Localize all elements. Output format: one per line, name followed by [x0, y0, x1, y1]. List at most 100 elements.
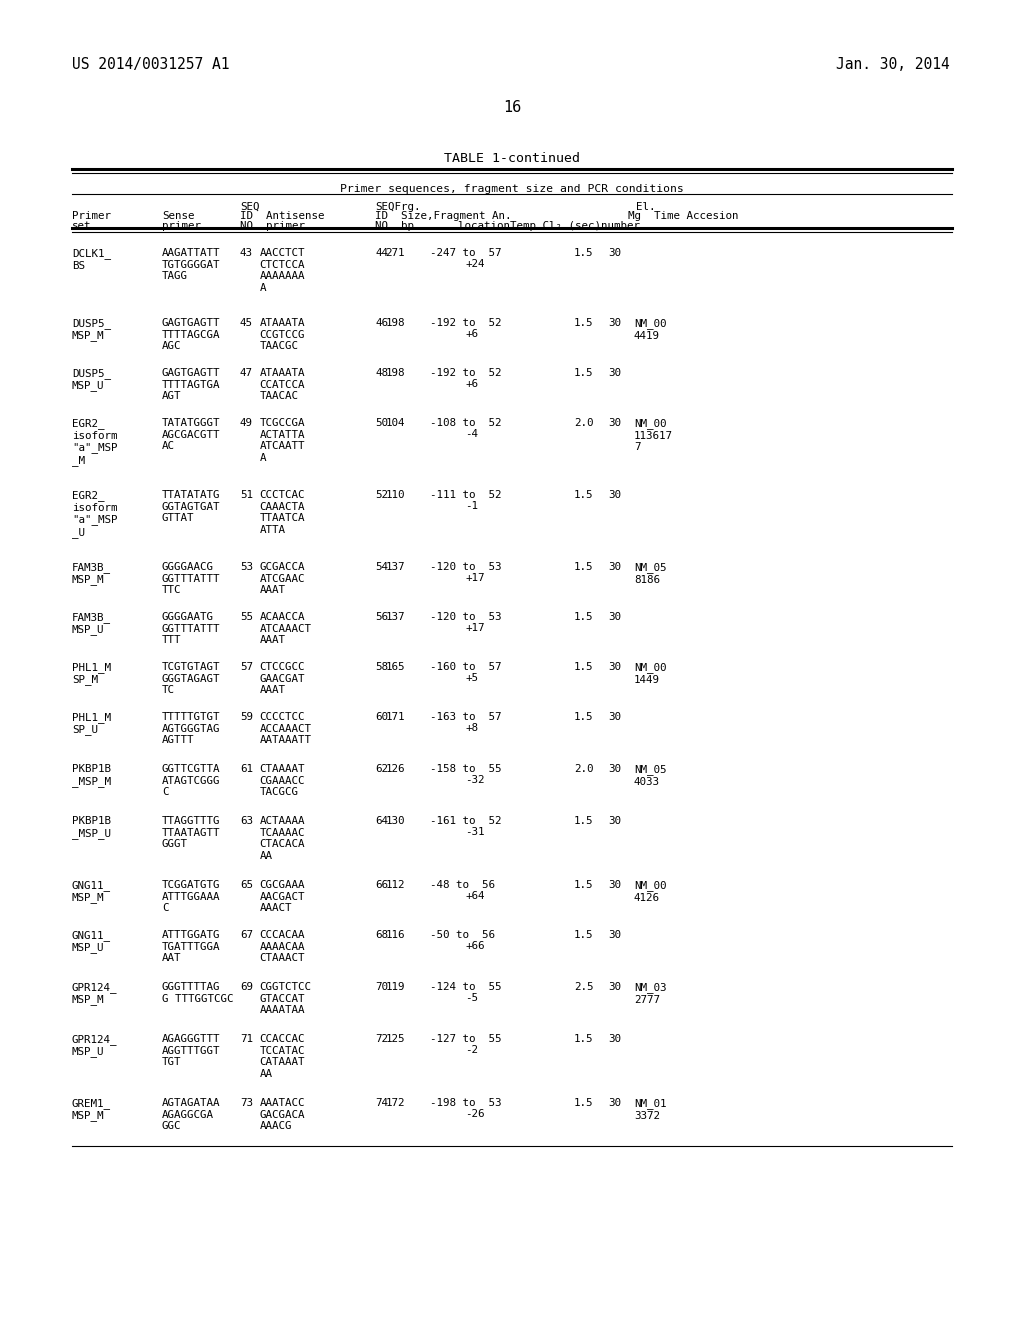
Text: +8: +8 [465, 723, 478, 733]
Text: AGAGGGTTT
AGGTTTGGT
TGT: AGAGGGTTT AGGTTTGGT TGT [162, 1034, 220, 1067]
Text: -120 to  53: -120 to 53 [430, 562, 502, 572]
Text: 43: 43 [240, 248, 253, 257]
Text: 126: 126 [385, 764, 406, 774]
Text: GNG11_
MSP_U: GNG11_ MSP_U [72, 931, 111, 953]
Text: 1.5: 1.5 [574, 816, 594, 826]
Text: Primer sequences, fragment size and PCR conditions: Primer sequences, fragment size and PCR … [340, 183, 684, 194]
Text: 54: 54 [375, 562, 388, 572]
Text: 172: 172 [385, 1098, 406, 1107]
Text: CGGTCTCC
GTACCAT
AAAATAA: CGGTCTCC GTACCAT AAAATAA [259, 982, 311, 1015]
Text: 66: 66 [375, 880, 388, 890]
Text: 1.5: 1.5 [574, 880, 594, 890]
Text: ATAAATA
CCGTCCG
TAACGC: ATAAATA CCGTCCG TAACGC [259, 318, 305, 351]
Text: 70: 70 [375, 982, 388, 993]
Text: 1.5: 1.5 [574, 612, 594, 622]
Text: 30: 30 [608, 764, 621, 774]
Text: 137: 137 [385, 612, 406, 622]
Text: 165: 165 [385, 663, 406, 672]
Text: 30: 30 [608, 612, 621, 622]
Text: 130: 130 [385, 816, 406, 826]
Text: 45: 45 [240, 318, 253, 327]
Text: 137: 137 [385, 562, 406, 572]
Text: 30: 30 [608, 368, 621, 378]
Text: 271: 271 [385, 248, 406, 257]
Text: NO. bp: NO. bp [375, 220, 414, 231]
Text: +17: +17 [465, 623, 484, 634]
Text: 30: 30 [608, 711, 621, 722]
Text: 71: 71 [240, 1034, 253, 1044]
Text: 171: 171 [385, 711, 406, 722]
Text: -2: -2 [465, 1045, 478, 1055]
Text: PKBP1B
_MSP_U: PKBP1B _MSP_U [72, 816, 111, 838]
Text: 1.5: 1.5 [574, 711, 594, 722]
Text: TCGGATGTG
ATTTGGAAA
C: TCGGATGTG ATTTGGAAA C [162, 880, 220, 913]
Text: DUSP5_
MSP_U: DUSP5_ MSP_U [72, 368, 111, 392]
Text: 72: 72 [375, 1034, 388, 1044]
Text: Jan. 30, 2014: Jan. 30, 2014 [837, 57, 950, 73]
Text: 2.5: 2.5 [574, 982, 594, 993]
Text: 1.5: 1.5 [574, 490, 594, 500]
Text: set: set [72, 220, 91, 231]
Text: NM_00
1449: NM_00 1449 [634, 663, 667, 685]
Text: 67: 67 [240, 931, 253, 940]
Text: 53: 53 [240, 562, 253, 572]
Text: EGR2_
isoform
"a"_MSP
_U: EGR2_ isoform "a"_MSP _U [72, 490, 118, 537]
Text: El.: El. [636, 202, 655, 213]
Text: CTCCGCC
GAACGAT
AAAT: CTCCGCC GAACGAT AAAT [259, 663, 305, 696]
Text: ATAAATA
CCATCCA
TAACAC: ATAAATA CCATCCA TAACAC [259, 368, 305, 401]
Text: CCCTCAC
CAAACTA
TTAATCA
ATTA: CCCTCAC CAAACTA TTAATCA ATTA [259, 490, 305, 535]
Text: 47: 47 [240, 368, 253, 378]
Text: GPR124_
MSP_M: GPR124_ MSP_M [72, 982, 118, 1006]
Text: Primer: Primer [72, 211, 111, 220]
Text: 1.5: 1.5 [574, 562, 594, 572]
Text: NM_03
2777: NM_03 2777 [634, 982, 667, 1005]
Text: +6: +6 [465, 379, 478, 389]
Text: -163 to  57: -163 to 57 [430, 711, 502, 722]
Text: 1.5: 1.5 [574, 1034, 594, 1044]
Text: GGGGAACG
GGTTTATTT
TTC: GGGGAACG GGTTTATTT TTC [162, 562, 220, 595]
Text: FAM3B_
MSP_M: FAM3B_ MSP_M [72, 562, 111, 585]
Text: locationTemp Cl₂ (sec)number: locationTemp Cl₂ (sec)number [458, 220, 640, 231]
Text: GPR124_
MSP_U: GPR124_ MSP_U [72, 1034, 118, 1057]
Text: 112: 112 [385, 880, 406, 890]
Text: NM_05
8186: NM_05 8186 [634, 562, 667, 585]
Text: GCGACCA
ATCGAAC
AAAT: GCGACCA ATCGAAC AAAT [259, 562, 305, 595]
Text: -48 to  56: -48 to 56 [430, 880, 495, 890]
Text: GAGTGAGTT
TTTTAGCGA
AGC: GAGTGAGTT TTTTAGCGA AGC [162, 318, 220, 351]
Text: 16: 16 [503, 100, 521, 115]
Text: 60: 60 [375, 711, 388, 722]
Text: 69: 69 [240, 982, 253, 993]
Text: -5: -5 [465, 993, 478, 1003]
Text: ACAACCA
ATCAAACT
AAAT: ACAACCA ATCAAACT AAAT [259, 612, 311, 645]
Text: -120 to  53: -120 to 53 [430, 612, 502, 622]
Text: TTATATATG
GGTAGTGAT
GTTAT: TTATATATG GGTAGTGAT GTTAT [162, 490, 220, 523]
Text: ACTAAAA
TCAAAAC
CTACACA
AA: ACTAAAA TCAAAAC CTACACA AA [259, 816, 305, 861]
Text: 50: 50 [375, 418, 388, 428]
Text: +17: +17 [465, 573, 484, 583]
Text: NM_01
3372: NM_01 3372 [634, 1098, 667, 1121]
Text: -31: -31 [465, 828, 484, 837]
Text: 63: 63 [240, 816, 253, 826]
Text: TABLE 1-continued: TABLE 1-continued [444, 152, 580, 165]
Text: TTTTTGTGT
AGTGGGTAG
AGTTT: TTTTTGTGT AGTGGGTAG AGTTT [162, 711, 220, 746]
Text: GGTTCGTTA
ATAGTCGGG
C: GGTTCGTTA ATAGTCGGG C [162, 764, 220, 797]
Text: NM_00
113617
7: NM_00 113617 7 [634, 418, 673, 453]
Text: +64: +64 [465, 891, 484, 902]
Text: 30: 30 [608, 418, 621, 428]
Text: 30: 30 [608, 562, 621, 572]
Text: PKBP1B
_MSP_M: PKBP1B _MSP_M [72, 764, 111, 787]
Text: 68: 68 [375, 931, 388, 940]
Text: 1.5: 1.5 [574, 1098, 594, 1107]
Text: ID  Antisense: ID Antisense [240, 211, 325, 220]
Text: 1.5: 1.5 [574, 318, 594, 327]
Text: 30: 30 [608, 490, 621, 500]
Text: -161 to  52: -161 to 52 [430, 816, 502, 826]
Text: primer: primer [162, 220, 201, 231]
Text: AAATACC
GACGACA
AAACG: AAATACC GACGACA AAACG [259, 1098, 305, 1131]
Text: CTAAAAT
CGAAACC
TACGCG: CTAAAAT CGAAACC TACGCG [259, 764, 305, 797]
Text: -111 to  52: -111 to 52 [430, 490, 502, 500]
Text: -192 to  52: -192 to 52 [430, 318, 502, 327]
Text: AGTAGATAA
AGAGGCGA
GGC: AGTAGATAA AGAGGCGA GGC [162, 1098, 220, 1131]
Text: 62: 62 [375, 764, 388, 774]
Text: 119: 119 [385, 982, 406, 993]
